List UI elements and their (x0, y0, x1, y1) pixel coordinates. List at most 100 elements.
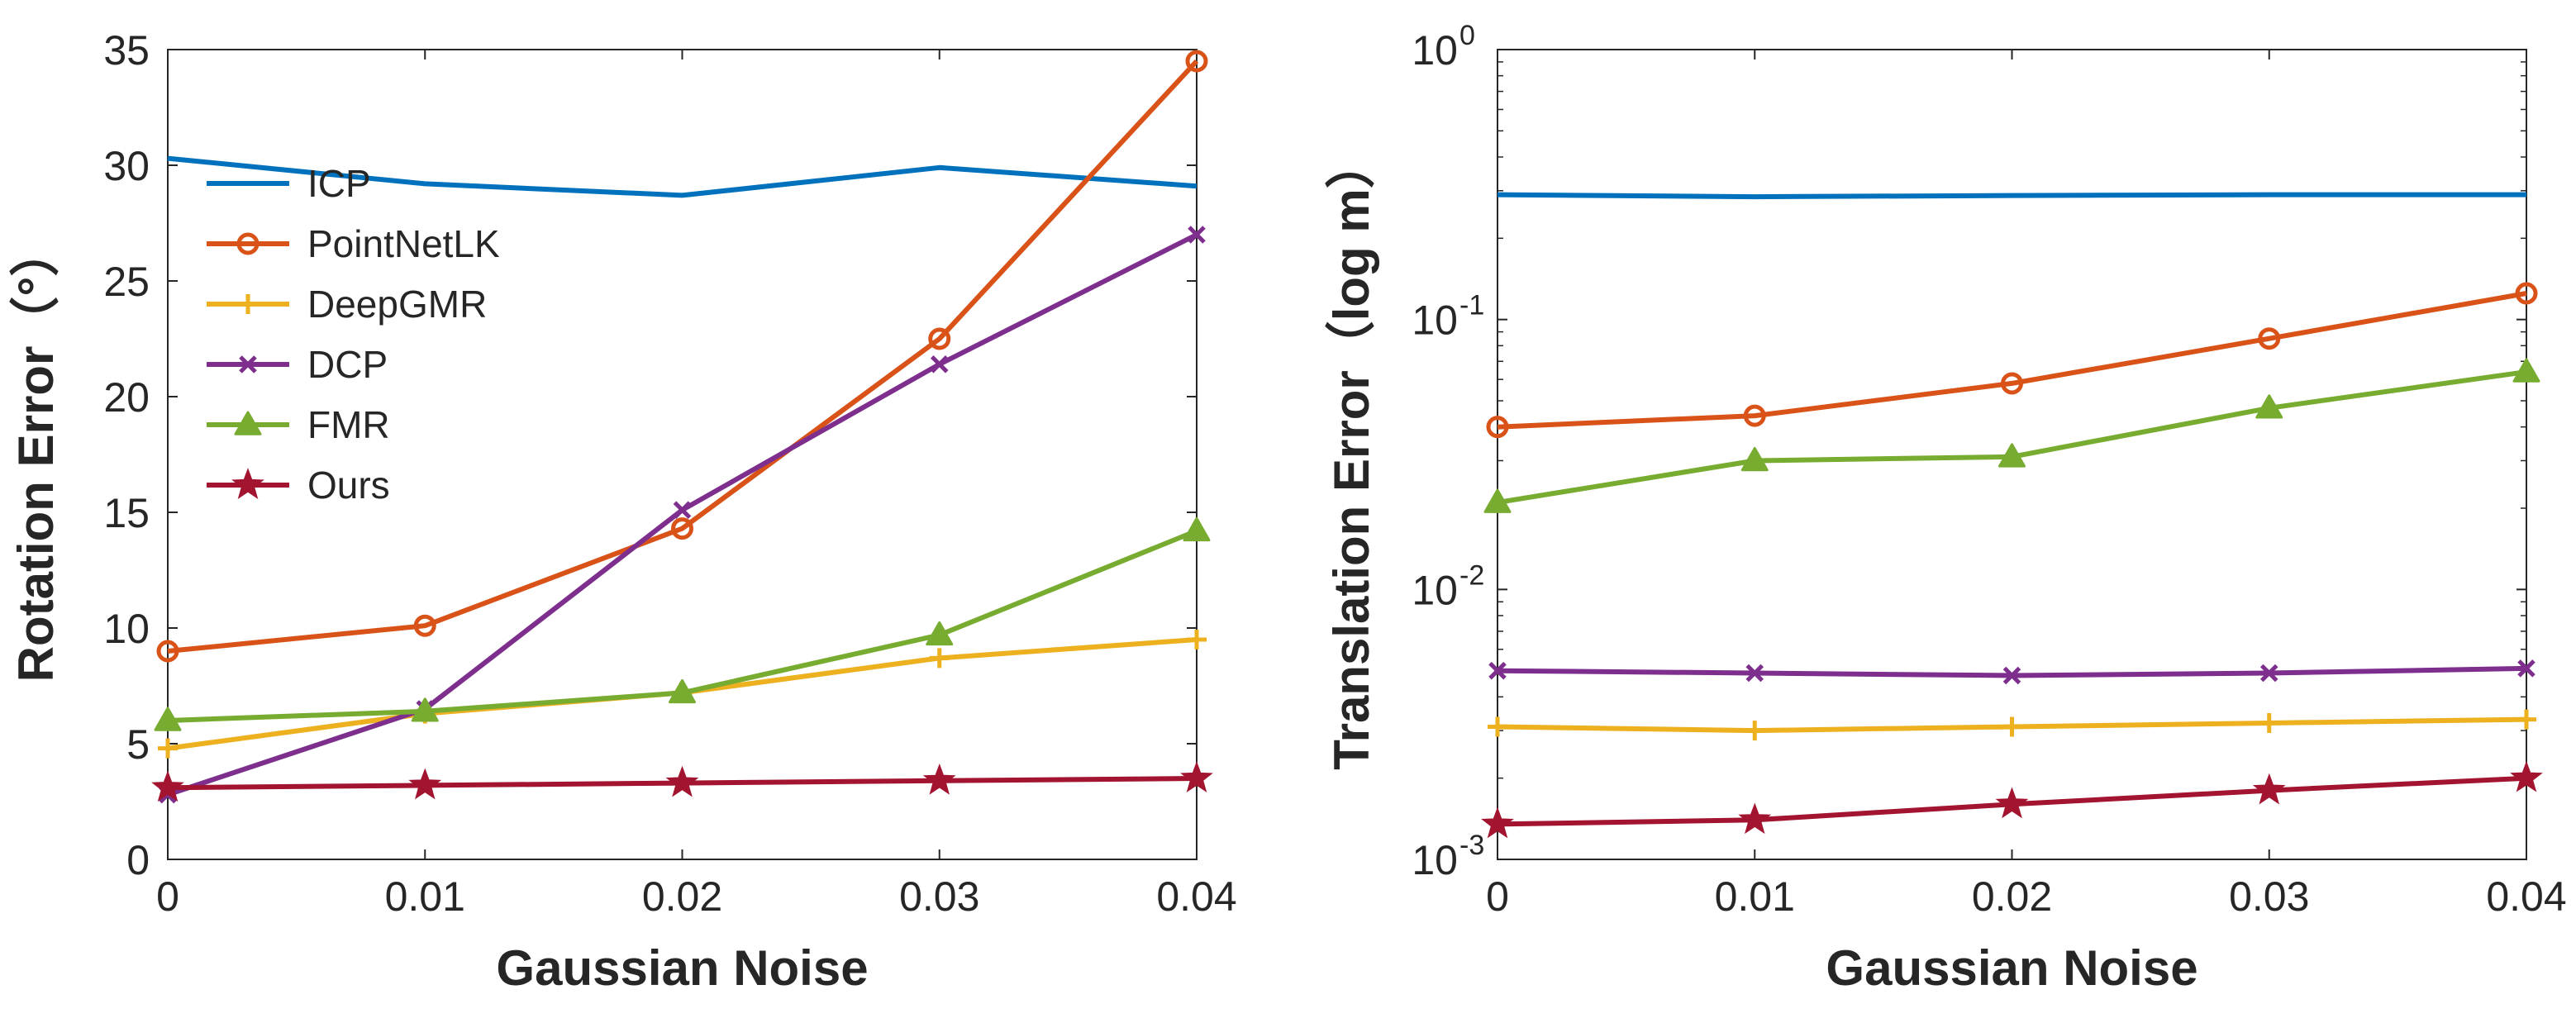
series-line-pointnetlk (167, 59, 1199, 654)
x-tick-label: 0.02 (1972, 873, 2052, 920)
data-point-dcp (673, 501, 692, 519)
series-pointnetlk (1486, 282, 2538, 439)
y-tick-exponent: 0 (1459, 20, 1475, 51)
y-tick-label: 35 (103, 27, 150, 74)
series-dcp (159, 226, 1206, 804)
data-point-dcp (2002, 666, 2021, 685)
data-point-dcp (930, 355, 949, 374)
legend-label-icp: ICP (307, 162, 371, 205)
y-axis-label: Translation Error（log m） (1324, 139, 1379, 769)
y-tick-label: 10 (1412, 297, 1458, 344)
x-tick-label: 0.03 (899, 873, 979, 920)
y-tick-label: 10 (103, 606, 150, 652)
data-point-deepgmr (158, 738, 178, 759)
data-point-deepgmr (1488, 716, 1507, 737)
data-point-pointnetlk (156, 640, 179, 663)
data-point-fmr (669, 678, 696, 704)
data-point-ours (1738, 802, 1772, 835)
y-axis-label: Rotation Error（°） (8, 227, 64, 683)
y-tick-label: 10 (1412, 567, 1458, 613)
data-point-ours (665, 765, 699, 797)
x-tick-label: 0.01 (1715, 873, 1795, 920)
data-point-deepgmr (2002, 716, 2022, 737)
y-tick-label: 0 (126, 837, 150, 883)
data-point-dcp (2517, 659, 2536, 678)
series-fmr (1483, 358, 2540, 513)
data-point-deepgmr (1745, 721, 1765, 741)
data-point-fmr (1998, 443, 2026, 468)
x-tick-label: 0 (156, 873, 179, 920)
data-point-fmr (926, 621, 954, 646)
y-tick-label: 10 (1412, 27, 1458, 74)
series-line-icp (1497, 192, 2526, 200)
legend-label-fmr: FMR (307, 403, 390, 446)
data-point-fmr (411, 697, 439, 722)
legend-label-pointnetlk: PointNetLK (307, 222, 500, 265)
series-dcp (1488, 659, 2536, 685)
legend-marker-deepgmr (238, 294, 258, 314)
legend-marker-ours (231, 468, 264, 499)
data-point-ours (922, 763, 956, 795)
x-axis-label: Gaussian Noise (1826, 940, 2197, 996)
y-tick-label: 30 (103, 143, 150, 189)
data-point-pointnetlk (2258, 327, 2281, 350)
data-point-ours (1481, 807, 1514, 839)
series-line-icp (167, 155, 1198, 198)
data-point-dcp (1745, 664, 1764, 683)
data-point-pointnetlk (413, 614, 436, 637)
y-tick-exponent: -3 (1459, 830, 1484, 861)
y-tick-label: 15 (103, 490, 150, 536)
data-point-ours (2252, 773, 2286, 805)
x-tick-label: 0.04 (2486, 873, 2566, 920)
data-point-fmr (2255, 394, 2283, 419)
x-tick-label: 0.03 (2229, 873, 2309, 920)
series-fmr (154, 516, 1211, 731)
x-tick-label: 0 (1486, 873, 1509, 920)
data-point-deepgmr (1187, 630, 1207, 649)
legend-marker-pointnetlk (236, 232, 260, 255)
series-ours (1481, 760, 2543, 839)
data-point-fmr (1183, 516, 1211, 542)
series-icp (167, 155, 1198, 198)
series-ours (151, 761, 1213, 802)
data-point-deepgmr (929, 648, 950, 669)
y-tick-exponent: -1 (1459, 290, 1484, 321)
data-point-pointnetlk (1486, 416, 1509, 439)
data-point-ours (151, 770, 184, 802)
series-pointnetlk (156, 50, 1208, 663)
rotation-error-chart: 0 0.01 0.02 0.03 0.04 0 5 10 15 20 25 30 35 Gaussian … (8, 27, 1237, 996)
x-tick-label: 0.04 (1156, 873, 1236, 920)
data-point-dcp (1488, 661, 1507, 680)
data-point-pointnetlk (928, 327, 951, 350)
data-point-fmr (2512, 358, 2540, 383)
legend-label-deepgmr: DeepGMR (307, 283, 487, 326)
x-axis-label: Gaussian Noise (496, 940, 868, 996)
data-point-dcp (1188, 226, 1206, 244)
y-tick-label: 20 (103, 374, 150, 421)
x-tick-label: 0.01 (385, 873, 465, 920)
data-point-ours (2510, 760, 2543, 792)
legend-marker-dcp (239, 355, 257, 374)
y-tick-label: 25 (103, 259, 150, 305)
data-point-ours (1180, 761, 1213, 792)
data-point-pointnetlk (2515, 282, 2538, 305)
series-line-pointnetlk (1497, 291, 2527, 430)
series-deepgmr (1488, 709, 2536, 741)
data-point-fmr (1483, 488, 1512, 513)
data-point-dcp (2259, 664, 2278, 683)
legend-label-dcp: DCP (307, 343, 388, 386)
data-point-fmr (1740, 446, 1769, 472)
data-point-deepgmr (2516, 709, 2536, 730)
legend-marker-fmr (234, 411, 262, 435)
data-point-fmr (154, 707, 182, 731)
y-tick-label: 10 (1412, 837, 1458, 883)
data-point-pointnetlk (2001, 372, 2023, 395)
data-point-ours (1995, 787, 2029, 819)
y-tick-label: 5 (126, 721, 150, 768)
data-point-pointnetlk (1185, 50, 1208, 73)
y-tick-exponent: -2 (1459, 559, 1484, 591)
data-point-deepgmr (2259, 712, 2279, 733)
